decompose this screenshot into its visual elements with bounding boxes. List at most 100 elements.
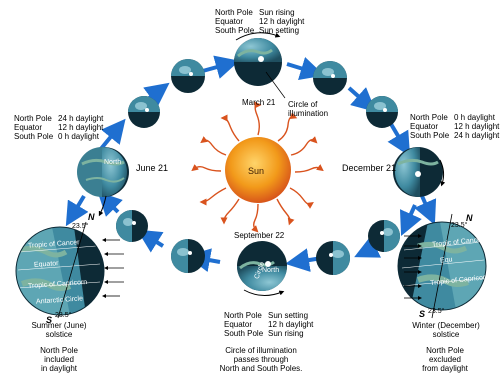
table-row: South Pole Sun rising — [224, 329, 313, 338]
orbit-arrow — [98, 118, 126, 152]
caption-line: solstice — [45, 330, 73, 339]
condition-label: 0 h daylight — [454, 113, 495, 122]
table-row: North Pole 24 h daylight — [14, 114, 103, 123]
sun-label: Sun — [248, 166, 265, 176]
condition-label: 24 h daylight — [454, 131, 500, 140]
tilt-label-summer-top: 23.5° — [72, 223, 89, 230]
globe-label-north: North — [104, 159, 122, 166]
small-globe — [313, 61, 347, 95]
condition-label: Sun rising — [268, 329, 304, 338]
place-label: South Pole — [224, 329, 264, 338]
table-row: North Pole Sun setting — [224, 311, 313, 320]
globe-summer-solstice — [15, 221, 124, 319]
orbit-arrow — [136, 229, 165, 253]
condition-label: Sun setting — [268, 311, 309, 320]
note-line: included — [44, 355, 74, 364]
orbit-arrow-to-winter — [414, 195, 437, 225]
axis-s-winter: S — [419, 309, 426, 319]
note-line: from daylight — [422, 364, 468, 373]
summer-solstice-caption: Summer (June) solstice — [16, 321, 102, 339]
summer-note: North Pole included in daylight — [26, 346, 92, 373]
date-september: September 22 — [234, 231, 285, 240]
place-label: Equator — [215, 17, 244, 26]
june-conditions-table: North Pole 24 h daylight Equator 12 h dayl… — [14, 114, 103, 141]
condition-label: 12 h daylight — [268, 320, 314, 329]
caption-line: Winter (December) — [412, 321, 480, 330]
place-label: South Pole — [410, 131, 450, 140]
small-globe — [316, 241, 350, 275]
table-row: South Pole 24 h daylight — [410, 131, 499, 140]
table-row: South Pole Sun setting — [215, 26, 304, 35]
orbit-arrow — [97, 191, 123, 217]
orbit-arrow — [399, 204, 422, 236]
globe-winter-solstice — [397, 213, 487, 319]
condition-label: Sun rising — [259, 8, 295, 17]
orbit-arrow — [286, 57, 325, 80]
date-december: December 21 — [342, 163, 397, 173]
place-label: North Pole — [410, 113, 448, 122]
small-globe — [171, 59, 205, 93]
winter-solstice-caption: Winter (December) solstice — [396, 321, 496, 339]
table-row: North Pole Sun rising — [215, 8, 304, 17]
small-globe — [128, 96, 160, 128]
condition-label: 24 h daylight — [58, 114, 104, 123]
place-label: Equator — [14, 123, 43, 132]
note-line: North Pole — [426, 346, 464, 355]
globe-september — [237, 241, 287, 291]
axis-s-summer: S — [46, 315, 53, 325]
tilt-label-winter-bottom: 23.5° — [428, 308, 445, 315]
condition-label: 12 h daylight — [58, 123, 104, 132]
table-row: South Pole 0 h daylight — [14, 132, 103, 141]
table-row: Equator 12 h daylight — [410, 122, 499, 131]
tilt-label-summer-bottom: 23.5° — [55, 312, 72, 319]
note-line: excluded — [428, 355, 462, 364]
condition-label: 12 h daylight — [259, 17, 305, 26]
date-march: March 21 — [242, 98, 276, 107]
place-label: Equator — [410, 122, 439, 131]
place-label: South Pole — [215, 26, 255, 35]
table-row: Equator 12 h daylight — [14, 123, 103, 132]
tilt-label-winter-top: 23.5° — [451, 222, 468, 229]
sun-rays — [191, 101, 324, 233]
table-row: Equator 12 h daylight — [215, 17, 304, 26]
equator-label-summer: Equator — [33, 260, 59, 269]
march-conditions-table: North Pole Sun rising Equator 12 h dayligh… — [215, 8, 304, 35]
table-row: Equator 12 h daylight — [224, 320, 313, 329]
small-globes — [116, 59, 400, 275]
small-globe — [171, 239, 205, 273]
small-globe — [368, 220, 400, 252]
december-conditions-table: North Pole 0 h daylight Equator 12 h dayli… — [410, 113, 499, 140]
globe-label-north-sept: North — [262, 267, 280, 274]
orbit-arrows — [65, 55, 437, 272]
table-row: North Pole 0 h daylight — [410, 113, 499, 122]
place-label: South Pole — [14, 132, 54, 141]
condition-label: Sun setting — [259, 26, 300, 35]
globe-december — [393, 147, 443, 197]
orbit-arrow — [347, 86, 376, 112]
globe-march — [234, 38, 282, 86]
place-label: North Pole — [224, 311, 262, 320]
september-note: Circle of illumination passes through No… — [206, 346, 316, 373]
small-globe — [116, 210, 148, 242]
equator-label-winter: Equ — [439, 256, 453, 265]
september-conditions-table: North Pole Sun setting Equator 12 h daylig… — [224, 311, 313, 338]
orbit-arrow — [387, 122, 411, 157]
condition-label: 12 h daylight — [454, 122, 500, 131]
note-line: North Pole — [40, 346, 78, 355]
winter-note: North Pole excluded from daylight — [410, 346, 480, 373]
note-line: passes through — [233, 355, 289, 364]
small-globe — [366, 96, 398, 128]
place-label: Equator — [224, 320, 253, 329]
axis-n-summer: N — [88, 212, 95, 222]
orbit-arrow-to-summer — [65, 194, 89, 227]
caption-line: solstice — [432, 330, 460, 339]
place-label: North Pole — [215, 8, 253, 17]
date-june: June 21 — [136, 163, 169, 173]
globe-june — [77, 147, 129, 197]
note-line: in daylight — [40, 364, 78, 373]
sun — [225, 137, 291, 203]
note-line: North and South Poles. — [219, 364, 303, 373]
place-label: North Pole — [14, 114, 52, 123]
axis-n-winter: N — [466, 213, 473, 223]
